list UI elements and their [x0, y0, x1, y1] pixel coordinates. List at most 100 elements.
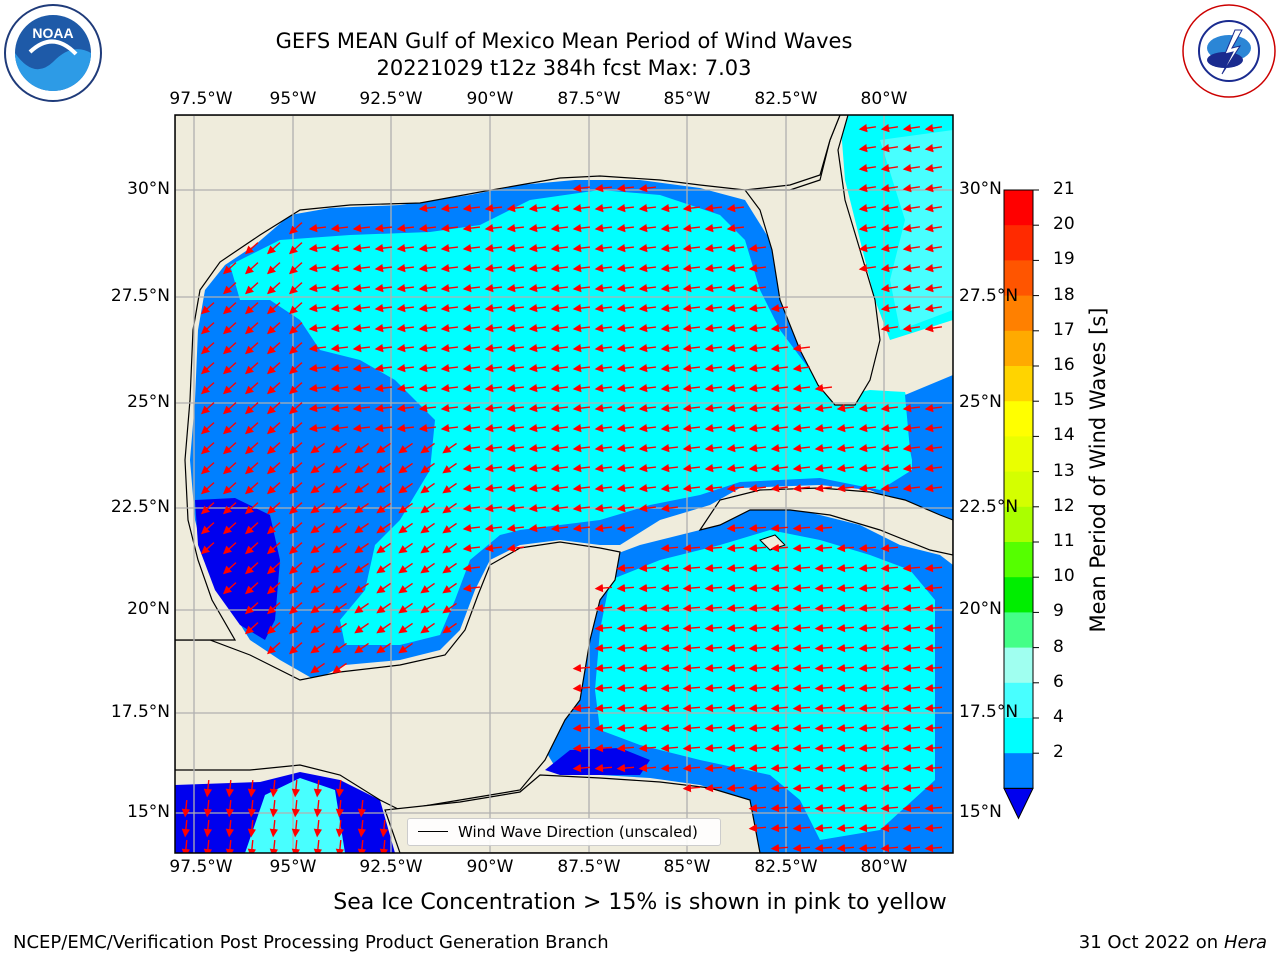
colorbar-tick-label: 11	[1053, 531, 1075, 551]
wind-wave-arrow	[357, 839, 367, 853]
wind-wave-arrow	[748, 763, 767, 773]
wind-wave-arrow	[572, 223, 591, 233]
wind-wave-arrow	[225, 839, 235, 853]
wind-wave-arrow	[354, 642, 369, 654]
wind-wave-arrow	[836, 843, 855, 853]
wind-wave-arrow	[462, 383, 481, 393]
wind-wave-arrow	[374, 383, 393, 393]
wind-wave-arrow	[924, 603, 943, 613]
colorbar-segment	[1004, 190, 1033, 226]
lat-label-right: 25°N	[959, 392, 1002, 412]
wind-wave-arrow	[902, 263, 921, 273]
wind-wave-arrow	[880, 463, 899, 473]
lat-label-right: 22.5°N	[959, 497, 1019, 517]
wind-wave-arrow	[223, 362, 237, 375]
wind-wave-arrow	[792, 423, 811, 433]
wind-wave-arrow	[616, 383, 635, 393]
wind-wave-arrow	[814, 603, 833, 613]
map-legend: Wind Wave Direction (unscaled)	[407, 818, 721, 846]
wind-wave-arrow	[332, 662, 347, 674]
wind-wave-arrow	[616, 223, 635, 233]
wind-wave-arrow	[858, 223, 877, 233]
wind-wave-arrow	[902, 323, 921, 333]
wind-wave-arrow	[484, 523, 503, 533]
lon-label-top: 92.5°W	[359, 89, 423, 109]
wind-wave-arrow	[462, 503, 481, 513]
wind-wave-arrow	[420, 522, 435, 534]
colorbar-segment	[1004, 647, 1033, 684]
wind-wave-arrow	[858, 563, 877, 573]
wind-wave-arrow	[638, 603, 657, 613]
wind-wave-arrow	[245, 442, 259, 455]
wind-wave-arrow	[902, 403, 921, 413]
wind-wave-arrow	[726, 423, 745, 433]
wind-wave-arrow	[726, 743, 745, 753]
wind-wave-arrow	[748, 323, 767, 333]
wind-wave-arrow	[792, 823, 811, 833]
wind-wave-arrow	[704, 723, 723, 733]
wind-wave-arrow	[660, 303, 679, 313]
wind-wave-arrow	[902, 683, 921, 693]
wind-wave-arrow	[792, 563, 811, 573]
wind-wave-arrow	[770, 823, 789, 833]
wind-wave-arrow	[506, 363, 525, 373]
wind-wave-arrow	[858, 823, 877, 833]
wind-wave-arrow	[748, 343, 767, 353]
wind-wave-arrow	[572, 363, 591, 373]
wind-wave-arrow	[572, 723, 591, 733]
wind-wave-arrow	[506, 523, 525, 533]
colorbar-segment	[1004, 506, 1033, 543]
wind-wave-arrow	[550, 323, 569, 333]
wind-wave-arrow	[201, 502, 215, 515]
title-line-2: 20221029 t12z 384h fcst Max: 7.03	[376, 56, 752, 80]
wind-wave-arrow	[420, 462, 435, 474]
wind-wave-arrow	[704, 483, 723, 493]
wind-wave-arrow	[836, 563, 855, 573]
wind-wave-arrow	[247, 839, 257, 853]
wind-wave-arrow	[267, 322, 281, 335]
wind-wave-arrow	[682, 443, 701, 453]
campeche-dark-water	[195, 498, 280, 640]
wind-wave-arrow	[924, 763, 943, 773]
wind-wave-arrow	[418, 203, 437, 213]
wind-wave-arrow	[748, 663, 767, 673]
wind-wave-arrow	[836, 763, 855, 773]
wind-wave-arrow	[704, 763, 723, 773]
wind-wave-arrow	[354, 482, 369, 494]
wind-wave-arrow	[902, 823, 921, 833]
wind-wave-arrow	[682, 403, 701, 413]
wind-wave-arrow	[748, 583, 767, 593]
wind-wave-arrow	[836, 423, 855, 433]
wind-wave-arrow	[203, 779, 213, 798]
wind-wave-arrow	[335, 799, 345, 818]
wind-wave-arrow	[770, 523, 789, 533]
wind-wave-arrow	[223, 422, 237, 435]
wind-wave-arrow	[550, 363, 569, 373]
wind-wave-arrow	[376, 542, 391, 554]
wind-wave-arrow	[726, 703, 745, 713]
wind-wave-arrow	[924, 743, 943, 753]
wind-wave-arrow	[267, 642, 281, 655]
wind-wave-arrow	[225, 819, 235, 838]
wind-wave-arrow	[660, 723, 679, 733]
wind-wave-arrow	[289, 222, 303, 235]
wind-wave-arrow	[836, 403, 855, 413]
wind-wave-arrow	[528, 423, 547, 433]
wind-wave-arrow	[223, 562, 237, 575]
wind-wave-arrow	[660, 243, 679, 253]
wind-wave-arrow	[704, 323, 723, 333]
wind-wave-arrow	[289, 442, 303, 455]
wind-wave-arrow	[748, 543, 767, 553]
colorbar-segment	[1004, 401, 1033, 437]
wind-wave-arrow	[880, 403, 899, 413]
lat-label-left: 15°N	[127, 802, 170, 822]
wind-wave-arrow	[245, 602, 259, 615]
wind-wave-arrow	[770, 543, 789, 553]
wind-wave-arrow	[924, 583, 943, 593]
wind-wave-arrow	[310, 442, 325, 454]
wind-wave-arrow	[594, 703, 613, 713]
wind-wave-arrow	[924, 843, 943, 853]
wind-wave-arrow	[442, 442, 457, 454]
wind-wave-arrow	[223, 502, 237, 515]
wind-wave-arrow	[245, 522, 259, 535]
